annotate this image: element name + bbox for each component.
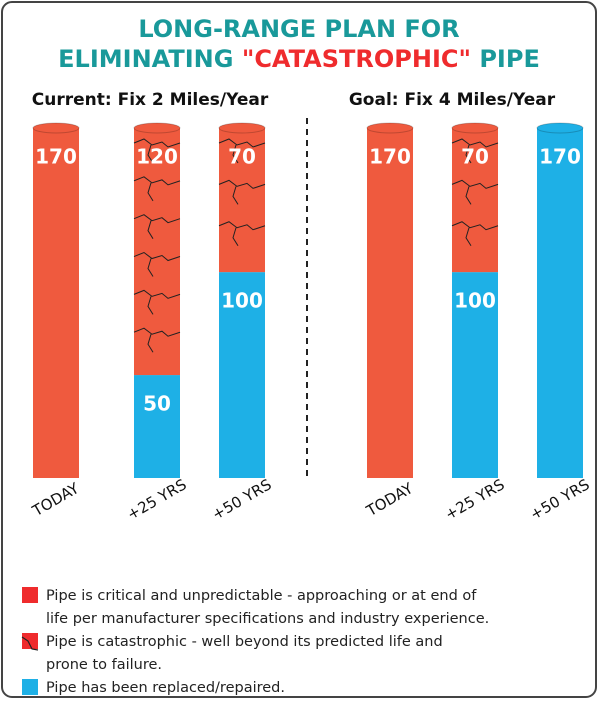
bar-segment	[537, 128, 583, 478]
value-label: 100	[221, 289, 263, 313]
bar-segment	[33, 128, 79, 478]
title-line-2: ELIMINATING "CATASTROPHIC" PIPE	[58, 45, 540, 73]
pipe-top	[537, 123, 583, 133]
legend-text: Pipe has been replaced/repaired.	[46, 680, 285, 696]
pipe-top	[134, 123, 180, 133]
pipe-top	[452, 123, 498, 133]
pipe-top	[33, 123, 79, 133]
title-line-1: LONG-RANGE PLAN FOR	[138, 15, 459, 43]
panel-title: Current: Fix 2 Miles/Year	[32, 90, 269, 110]
title-part: "CATASTROPHIC"	[242, 45, 471, 73]
value-label: 100	[454, 289, 496, 313]
legend-text: prone to failure.	[46, 657, 162, 673]
legend-text: life per manufacturer specifications and…	[46, 611, 489, 627]
value-label: 170	[369, 145, 411, 169]
pipe-top	[367, 123, 413, 133]
value-label: 70	[228, 145, 256, 169]
legend-swatch	[22, 633, 38, 649]
legend-text: Pipe is critical and unpredictable - app…	[46, 588, 477, 604]
title-part: ELIMINATING	[58, 45, 242, 73]
value-label: 120	[136, 145, 178, 169]
value-label: 50	[143, 392, 171, 416]
pipe-top	[219, 123, 265, 133]
infographic: LONG-RANGE PLAN FOR ELIMINATING "CATASTR…	[0, 0, 598, 699]
title-part: PIPE	[471, 45, 540, 73]
bar-segment	[367, 128, 413, 478]
bar-segment	[134, 375, 180, 478]
panel-title: Goal: Fix 4 Miles/Year	[349, 90, 556, 110]
value-label: 170	[539, 145, 581, 169]
legend-swatch	[22, 587, 38, 603]
value-label: 70	[461, 145, 489, 169]
value-label: 170	[35, 145, 77, 169]
legend-text: Pipe is catastrophic - well beyond its p…	[46, 634, 443, 650]
legend-swatch	[22, 679, 38, 695]
